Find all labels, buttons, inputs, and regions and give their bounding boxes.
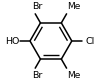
Text: Cl: Cl (85, 36, 95, 46)
Text: Me: Me (67, 2, 80, 11)
Text: HO: HO (5, 36, 19, 46)
Text: Br: Br (32, 71, 42, 80)
Text: Me: Me (67, 71, 80, 80)
Text: Br: Br (32, 2, 42, 11)
